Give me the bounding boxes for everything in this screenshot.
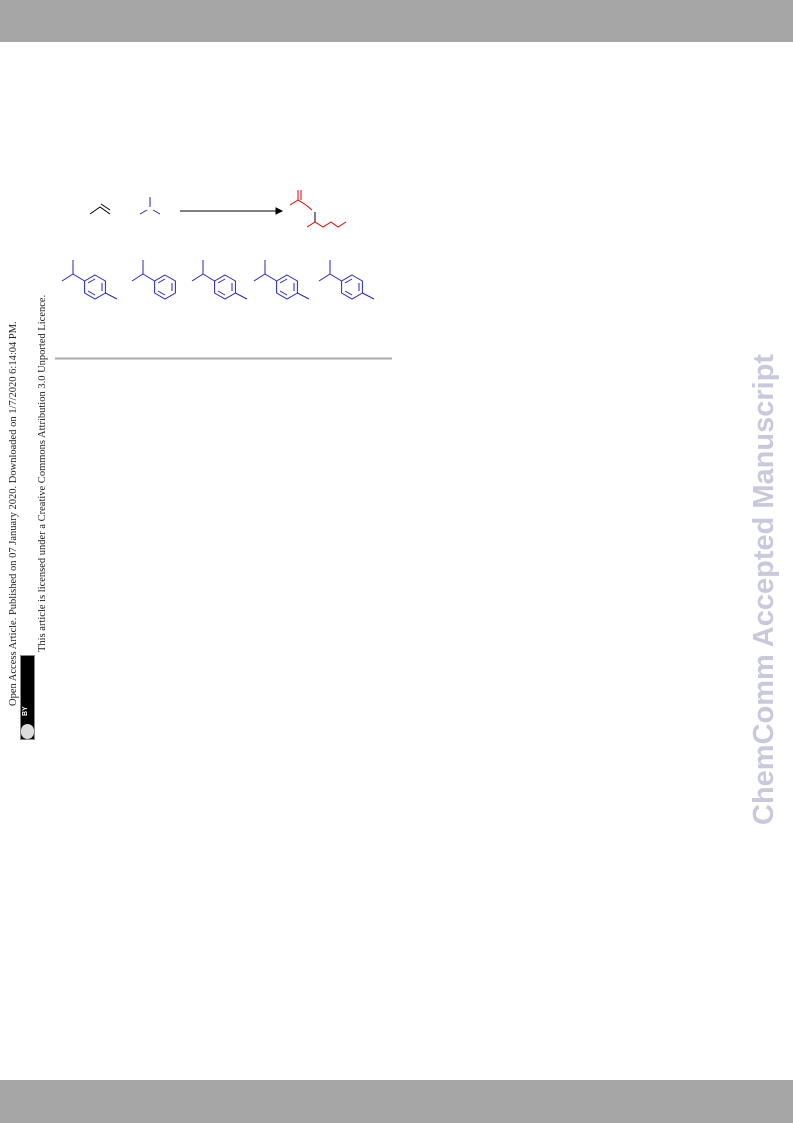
methyl	[235, 292, 248, 300]
watermark: ChemComm Accepted Manuscript	[748, 353, 780, 825]
methyl	[297, 292, 310, 300]
molecule	[253, 259, 298, 300]
reactants	[89, 197, 284, 215]
cc-icon	[21, 724, 34, 739]
badge-text: BY	[22, 706, 29, 716]
scheme	[55, 190, 392, 360]
cc-badge: BY	[20, 655, 35, 740]
bottom-bar	[0, 1080, 793, 1123]
top-bar	[0, 0, 793, 42]
molecule	[131, 259, 176, 300]
molecule	[191, 259, 236, 300]
methyl	[362, 292, 375, 300]
molecule	[318, 259, 363, 300]
methyl	[105, 292, 118, 300]
molecule	[61, 259, 106, 300]
product	[289, 190, 347, 228]
